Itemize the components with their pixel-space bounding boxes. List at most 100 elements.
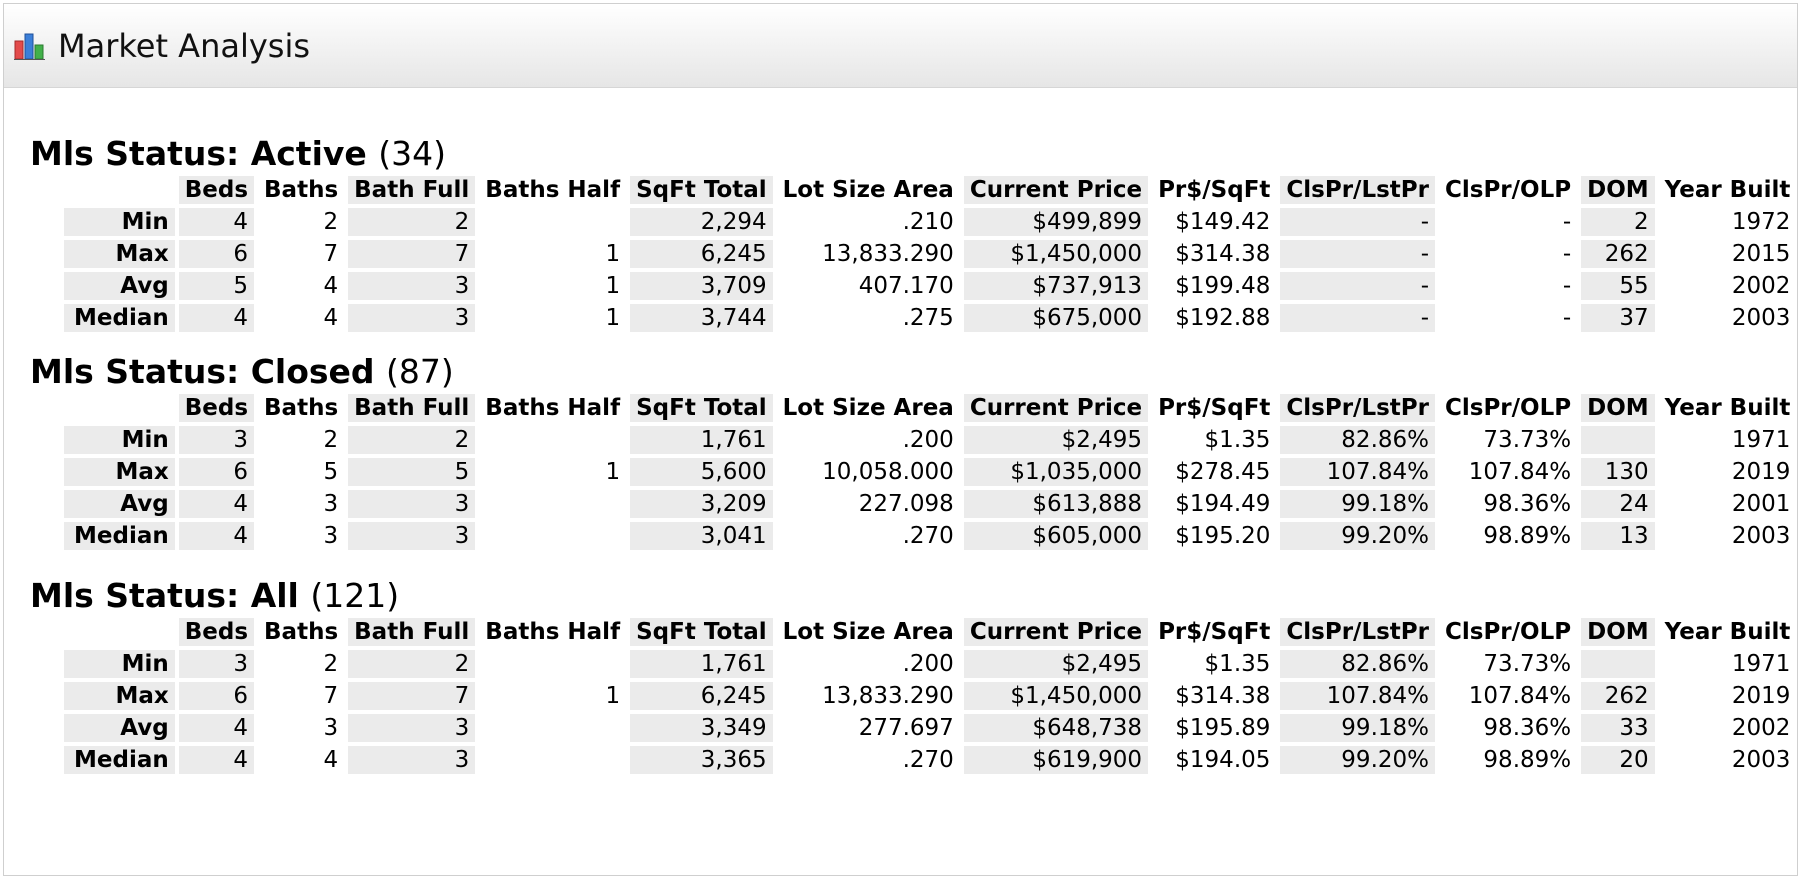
table-cell: 99.18% (1280, 490, 1435, 518)
table-cell: 4 (323, 273, 339, 299)
table-cell: 107.84% (1468, 683, 1572, 709)
table-cell: 2,294 (630, 208, 773, 236)
table-cell: .200 (902, 651, 954, 677)
analysis-content: Mls Status: Active (34) Beds Baths Bath … (30, 134, 1797, 778)
column-header: Baths (264, 619, 339, 645)
table-cell: 7 (323, 683, 339, 709)
row-label: Max (64, 458, 175, 486)
table-cell: $195.89 (1175, 715, 1271, 741)
column-header: Lot Size Area (782, 395, 954, 421)
row-label: Median (64, 522, 175, 550)
table-cell: 2003 (1731, 747, 1791, 773)
table-cell: 37 (1581, 304, 1655, 332)
table-cell: 3,209 (630, 490, 773, 518)
table-cell: 1 (605, 459, 621, 485)
section-title: Mls Status: Closed (87) (30, 352, 1797, 396)
table-cell: 3 (348, 490, 476, 518)
status-section-active: Mls Status: Active (34) Beds Baths Bath … (30, 134, 1797, 336)
column-header: Lot Size Area (782, 619, 954, 645)
table-cell: 13,833.290 (822, 683, 954, 709)
table-cell: 20 (1581, 746, 1655, 774)
corner-cell (64, 394, 175, 422)
table-cell: 99.18% (1280, 714, 1435, 742)
table-cell: .200 (902, 427, 954, 453)
stats-table: Beds Baths Bath Full Baths Half SqFt Tot… (60, 614, 1800, 778)
column-header: Pr$/SqFt (1158, 395, 1271, 421)
table-cell: 13,833.290 (822, 241, 954, 267)
table-cell: 33 (1581, 714, 1655, 742)
table-cell: 2019 (1731, 459, 1791, 485)
table-cell: 99.20% (1280, 522, 1435, 550)
column-header: Bath Full (348, 176, 476, 204)
table-cell: 6,245 (630, 240, 773, 268)
row-label: Median (64, 304, 175, 332)
table-cell: $1.35 (1204, 651, 1271, 677)
table-cell: 227.098 (858, 491, 954, 517)
table-cell: 6,245 (630, 682, 773, 710)
table-cell: 2003 (1731, 523, 1791, 549)
column-header: Current Price (963, 618, 1149, 646)
table-cell: 10,058.000 (822, 459, 954, 485)
table-cell: 7 (348, 240, 476, 268)
column-header: Beds (178, 618, 255, 646)
table-cell: 3,744 (630, 304, 773, 332)
table-cell (1581, 426, 1655, 454)
table-cell: $1,450,000 (963, 240, 1149, 268)
table-row: Max 6 7 7 1 6,245 13,833.290 $1,450,000 … (64, 682, 1796, 710)
table-cell: 1971 (1731, 427, 1791, 453)
table-cell: 2002 (1731, 715, 1791, 741)
column-header: Lot Size Area (782, 177, 954, 203)
table-cell: $1,450,000 (963, 682, 1149, 710)
table-cell: 107.84% (1280, 458, 1435, 486)
row-label: Avg (64, 272, 175, 300)
table-cell (479, 426, 626, 454)
page-title: Market Analysis (58, 26, 311, 65)
table-cell: 3 (323, 715, 339, 741)
table-cell: 3 (348, 522, 476, 550)
table-cell: 1 (605, 241, 621, 267)
table-cell: $192.88 (1175, 305, 1271, 331)
table-cell: $605,000 (963, 522, 1149, 550)
column-header: ClsPr/OLP (1445, 395, 1572, 421)
table-header-row: Beds Baths Bath Full Baths Half SqFt Tot… (64, 176, 1796, 204)
table-cell: $149.42 (1175, 209, 1271, 235)
row-label: Avg (64, 714, 175, 742)
table-cell: 2 (323, 209, 339, 235)
table-cell: 1,761 (630, 650, 773, 678)
table-cell: - (1562, 273, 1572, 299)
table-cell: $1.35 (1204, 427, 1271, 453)
table-cell: 73.73% (1483, 651, 1572, 677)
table-cell: 6 (178, 682, 255, 710)
table-cell: 3 (348, 304, 476, 332)
market-analysis-panel: Market Analysis Mls Status: Active (34) … (3, 3, 1798, 876)
row-label: Avg (64, 490, 175, 518)
table-cell: 4 (323, 747, 339, 773)
table-cell: .270 (902, 747, 954, 773)
row-label: Max (64, 240, 175, 268)
column-header: ClsPr/OLP (1445, 619, 1572, 645)
table-cell: 3,349 (630, 714, 773, 742)
column-header: Baths (264, 395, 339, 421)
table-cell: - (1280, 272, 1435, 300)
table-cell: .275 (902, 305, 954, 331)
table-cell: 4 (178, 208, 255, 236)
table-cell: 4 (178, 714, 255, 742)
column-header: Bath Full (348, 618, 476, 646)
corner-cell (64, 176, 175, 204)
column-header: SqFt Total (630, 176, 773, 204)
table-cell: 1971 (1731, 651, 1791, 677)
table-cell: 7 (323, 241, 339, 267)
table-cell: 5 (348, 458, 476, 486)
table-cell (479, 650, 626, 678)
stats-table: Beds Baths Bath Full Baths Half SqFt Tot… (60, 390, 1800, 554)
section-count: (34) (378, 134, 447, 173)
column-header: Baths (264, 177, 339, 203)
table-cell: 5 (178, 272, 255, 300)
table-cell: 98.89% (1483, 747, 1572, 773)
column-header: Baths Half (485, 619, 621, 645)
table-cell: 3 (348, 272, 476, 300)
table-cell: $619,900 (963, 746, 1149, 774)
table-cell: 2003 (1731, 305, 1791, 331)
table-cell: 5,600 (630, 458, 773, 486)
table-cell: 407.170 (858, 273, 954, 299)
